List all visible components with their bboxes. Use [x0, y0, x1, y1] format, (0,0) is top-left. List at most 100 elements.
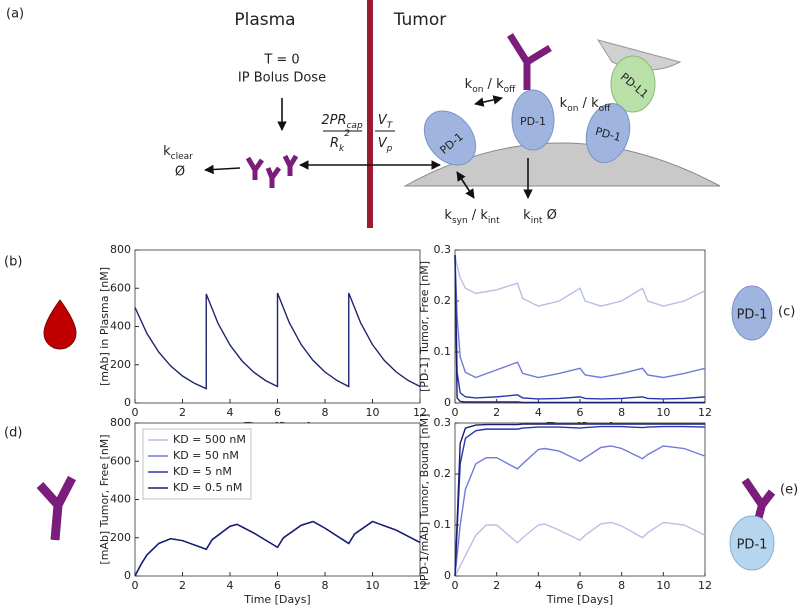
- icon-label: PD-1: [737, 538, 768, 553]
- icons: [36, 285, 776, 571]
- x-tick-label: 12: [698, 406, 712, 419]
- region-label: Tumor: [393, 10, 447, 30]
- text-part: / k: [468, 208, 489, 223]
- subscript: clear: [171, 152, 194, 162]
- y-tick-label: 800: [110, 416, 131, 429]
- y-tick-label: 0.1: [434, 345, 452, 358]
- text-part: / k: [483, 77, 504, 92]
- text-part: k: [465, 77, 473, 92]
- x-tick-label: 4: [227, 579, 234, 592]
- data-line: [454, 255, 706, 379]
- subscript: off: [599, 104, 612, 114]
- data-line: [454, 425, 706, 577]
- y-tick-label: 400: [110, 493, 131, 506]
- panel-label: (d): [4, 426, 22, 441]
- x-tick-label: 8: [618, 406, 625, 419]
- y-tick-label: 0.3: [434, 243, 452, 256]
- plot-area: [454, 422, 706, 577]
- x-tick-label: 2: [493, 406, 500, 419]
- x-tick-label: 12: [698, 579, 712, 592]
- plot-area: [454, 249, 706, 404]
- subscript: T: [387, 121, 394, 131]
- formula-part: 2PRcap: [321, 113, 363, 131]
- region-label: Plasma: [234, 10, 295, 30]
- text-part: k: [163, 144, 171, 159]
- x-tick-label: 2: [179, 406, 186, 419]
- arrow: [474, 95, 503, 107]
- arrow: [456, 171, 475, 199]
- y-tick-label: 0: [444, 396, 451, 409]
- x-tick-label: 4: [535, 406, 542, 419]
- sink: Ø: [175, 165, 185, 180]
- text-part: k: [560, 96, 568, 111]
- subscript: syn: [452, 216, 468, 226]
- chart: 0 200 400 600 800 0 2 4 6 8 10 12 Time [Days] [mAb] T…: [4, 416, 427, 606]
- tumor-cell: [403, 142, 721, 187]
- data-line: [454, 423, 705, 577]
- dose-time: T = 0: [263, 53, 299, 68]
- legend-label: KD = 5 nM: [173, 465, 232, 478]
- pd1-shape: [423, 110, 477, 166]
- y-tick-label: 0.2: [434, 294, 452, 307]
- x-tick-label: 8: [618, 579, 625, 592]
- x-tick-label: 0: [452, 406, 459, 419]
- x-tick-label: 4: [227, 406, 234, 419]
- antibodies: [245, 154, 299, 188]
- subscript: k: [339, 144, 345, 154]
- subscript: int: [488, 216, 500, 226]
- antibody-icon: [741, 477, 776, 522]
- data-line: [134, 520, 421, 577]
- x-tick-label: 10: [366, 406, 380, 419]
- x-tick-label: 12: [413, 579, 427, 592]
- y-tick-label: 0: [124, 569, 131, 582]
- icon-label: PD-1: [737, 308, 768, 323]
- pdl1-shape: [610, 55, 656, 113]
- x-tick-label: 6: [274, 406, 281, 419]
- text-part: V: [378, 113, 388, 128]
- y-tick-label: 0.1: [434, 518, 452, 531]
- y-tick-label: 0: [444, 569, 451, 582]
- diagram: (a) Plasma Tumor T = 0 IP Bolus Dose kcl…: [6, 0, 721, 228]
- x-tick-label: 0: [132, 579, 139, 592]
- data-line: [454, 254, 706, 307]
- x-tick-label: 12: [413, 406, 427, 419]
- rate-label: kclear: [163, 144, 193, 162]
- rate-label: kon / koff: [560, 96, 611, 114]
- text-part: k: [444, 208, 452, 223]
- data-line: [454, 445, 706, 577]
- formula-part: Vp: [378, 136, 393, 154]
- legend-label: KD = 0.5 nM: [173, 481, 242, 494]
- arrow: [204, 164, 241, 175]
- rate-label: kint Ø: [523, 208, 557, 226]
- text-part: Ø: [542, 208, 556, 223]
- subscript: int: [531, 216, 543, 226]
- rate-label: ksyn / kint: [444, 208, 500, 226]
- text-part: R: [330, 136, 339, 151]
- rate-label: kon / koff: [465, 77, 516, 95]
- x-tick-label: 6: [274, 579, 281, 592]
- subscript: on: [567, 104, 578, 114]
- pd1-shape: [585, 103, 631, 163]
- blood-drop: [43, 299, 77, 350]
- subscript: on: [472, 85, 483, 95]
- x-tick-label: 8: [322, 579, 329, 592]
- pd1-icon: [731, 285, 773, 341]
- y-tick-label: 0.2: [434, 467, 452, 480]
- y-tick-label: 800: [110, 243, 131, 256]
- chart: 0 0.1 0.2 0.3 0 2 4 6 8 10 12 Time [Days] [PD-1/mAb]…: [418, 414, 798, 606]
- text-part: 2PR: [321, 113, 346, 128]
- data-line: [454, 255, 706, 400]
- y-axis-label: [mAb] Tumor, Free [nM]: [98, 434, 111, 564]
- y-tick-label: 200: [110, 358, 131, 371]
- y-axis-label: [mAb] in Plasma [nM]: [98, 267, 111, 386]
- subscript: off: [504, 85, 517, 95]
- y-tick-label: 200: [110, 531, 131, 544]
- dose-type: IP Bolus Dose: [238, 71, 326, 86]
- y-tick-label: 600: [110, 281, 131, 294]
- x-tick-label: 8: [322, 406, 329, 419]
- x-tick-label: 6: [577, 406, 584, 419]
- x-tick-label: 10: [366, 579, 380, 592]
- formula-part: VT: [378, 113, 394, 131]
